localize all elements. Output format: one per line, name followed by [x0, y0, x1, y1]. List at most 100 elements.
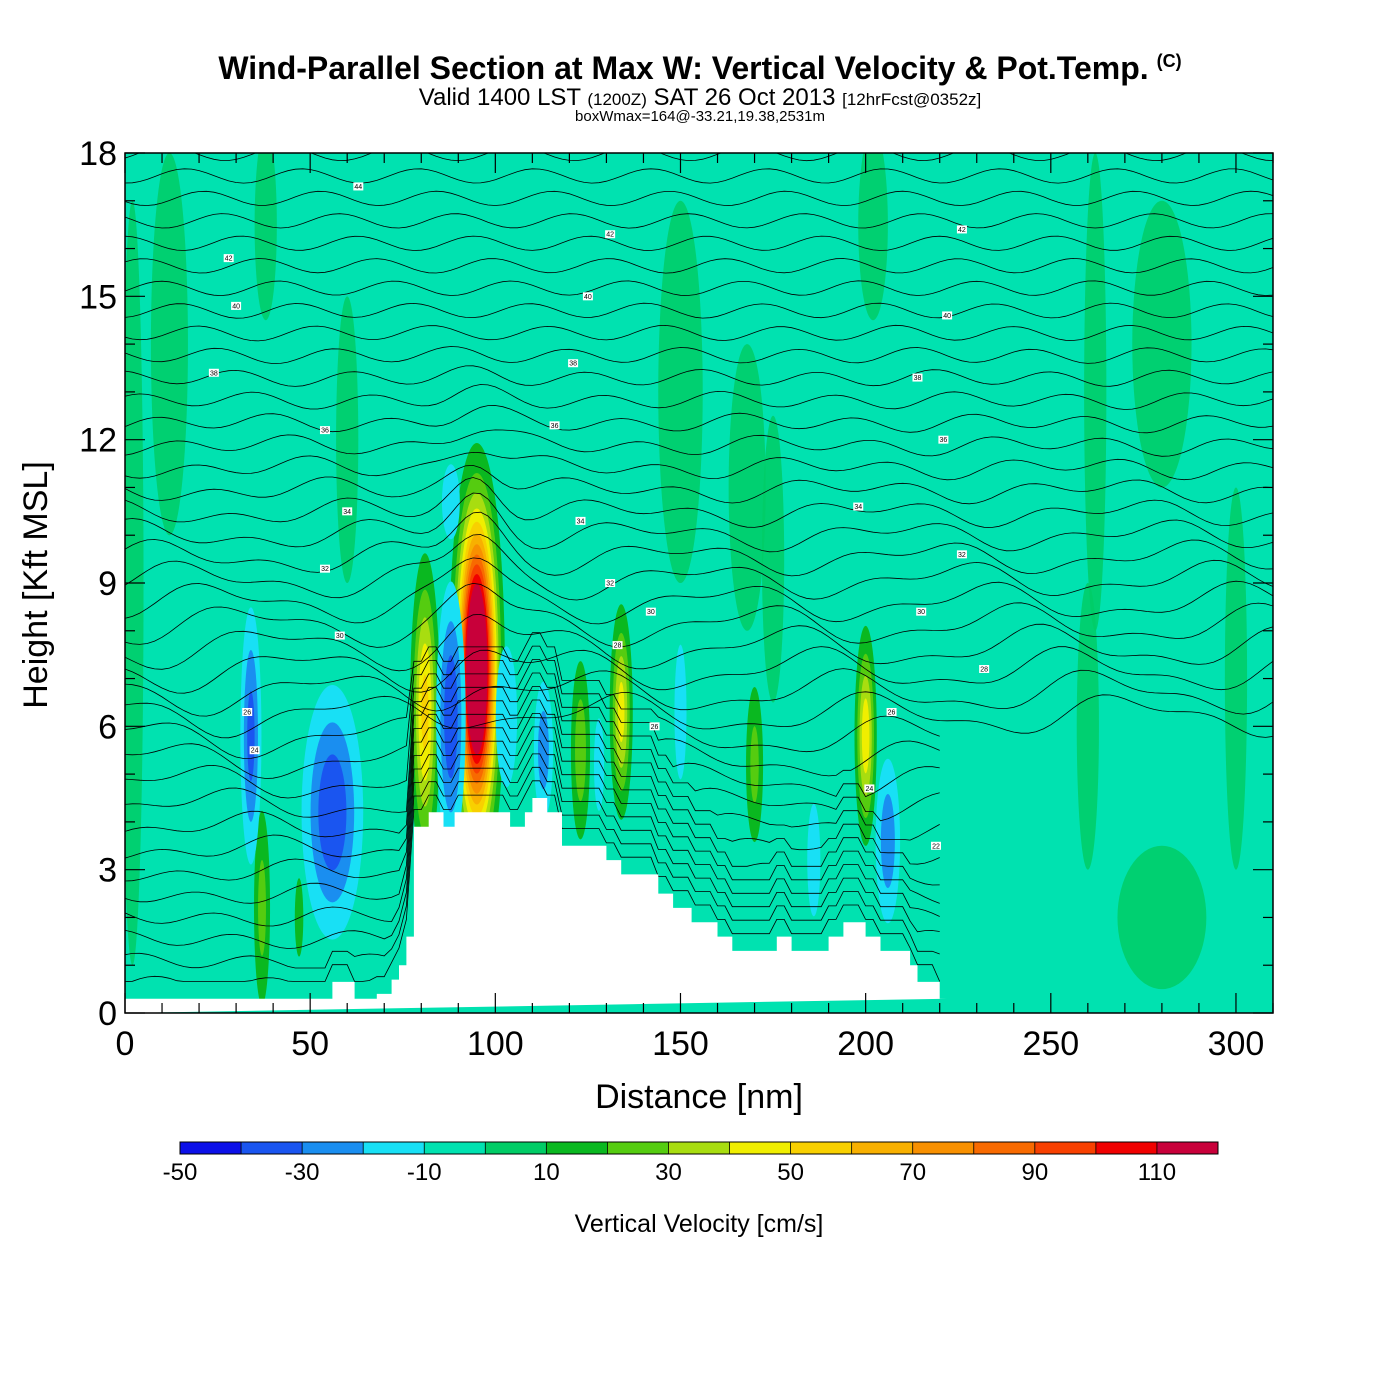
isentrope-label: 24 — [251, 748, 259, 755]
x-tick-label: 0 — [116, 1025, 135, 1063]
velocity-contour — [441, 464, 460, 540]
isentrope-line — [125, 153, 1273, 162]
isentrope-label-bg — [231, 301, 242, 310]
velocity-cell — [593, 718, 605, 811]
isentrope-line — [125, 753, 940, 949]
colorbar-swatch — [1034, 1142, 1097, 1154]
isentrope-line — [125, 691, 1273, 739]
isentrope-label-bg — [342, 507, 353, 516]
isentrope-line — [125, 613, 1273, 672]
x-tick-label: 250 — [1022, 1025, 1079, 1063]
colorbar-swatch — [851, 1142, 914, 1154]
isentrope-label: 34 — [343, 509, 351, 516]
isentrope-line — [125, 766, 940, 969]
isentrope-label-bg — [612, 641, 623, 650]
isentrope-label: 36 — [321, 428, 329, 435]
isentrope-label: 38 — [569, 361, 577, 368]
isentrope-label-bg — [568, 359, 579, 368]
colorbar-tick-label: -10 — [407, 1159, 442, 1186]
isentrope-line — [125, 168, 1273, 184]
isentrope-label: 40 — [943, 313, 951, 320]
velocity-contour — [807, 803, 821, 917]
isentrope-label: 40 — [232, 303, 240, 310]
velocity-contour — [247, 690, 255, 781]
isentrope-label-bg — [334, 631, 345, 640]
chart-subtitle: Valid 1400 LST (1200Z) SAT 26 Oct 2013 [… — [0, 84, 1400, 112]
y-tick-label: 12 — [79, 422, 117, 460]
velocity-cell — [875, 758, 901, 924]
colorbar-border — [179, 1141, 1219, 1155]
colorbar-swatch — [1095, 1142, 1158, 1154]
isentrope-label-bg — [916, 607, 927, 616]
isentrope-label-bg — [223, 254, 234, 263]
y-tick-label: 9 — [98, 565, 117, 603]
velocity-contour — [617, 681, 625, 743]
isentrope-label: 40 — [584, 294, 592, 301]
velocity-cell — [436, 581, 466, 853]
isentrope-line — [125, 235, 1273, 251]
chart-title-text: Wind-Parallel Section at Max W: Vertical… — [218, 50, 1149, 86]
isentrope-line — [125, 280, 1273, 297]
isentrope-line — [125, 780, 941, 982]
colorbar-tick-label: 70 — [899, 1159, 926, 1186]
isentrope-label: 32 — [606, 581, 614, 588]
isentrope-line — [125, 632, 940, 759]
light-green-band — [1117, 845, 1207, 990]
isentrope-line — [125, 686, 940, 841]
isentrope-line — [125, 492, 1273, 553]
x-tick-label: 150 — [652, 1025, 709, 1063]
isentrope-line — [125, 451, 1273, 481]
isentrope-label-bg — [319, 564, 330, 573]
velocity-cell — [570, 661, 591, 840]
isentrope-line — [125, 582, 1273, 648]
isentrope-line — [125, 646, 1273, 694]
colorbar-tick-label: 90 — [1021, 1159, 1048, 1186]
colorbar-swatch — [973, 1142, 1036, 1154]
isentrope-label-bg — [979, 665, 990, 673]
isentrope-line — [125, 464, 1273, 505]
colorbar-swatch — [1156, 1142, 1219, 1154]
light-green-band — [858, 153, 888, 321]
isentrope-label-bg — [912, 373, 923, 382]
valid-date: SAT 26 Oct 2013 — [653, 84, 836, 111]
isentrope-line — [125, 557, 1273, 625]
y-tick-label: 18 — [79, 135, 117, 173]
velocity-cell — [441, 464, 460, 540]
isentrope-label-bg — [242, 708, 253, 716]
isentrope-line — [125, 429, 1273, 457]
velocity-cell — [807, 803, 821, 917]
light-green-band — [1132, 200, 1192, 488]
velocity-cell — [240, 607, 262, 865]
valid-utc: (1200Z) — [587, 90, 647, 109]
isentrope-label-bg — [605, 579, 616, 587]
isentrope-label: 34 — [577, 518, 585, 525]
valid-prefix: Valid 1400 LST — [418, 84, 581, 111]
velocity-contour — [537, 711, 549, 790]
colorbar-swatch — [546, 1142, 608, 1154]
isentrope-label-bg — [956, 550, 967, 559]
velocity-contour — [474, 647, 480, 691]
isentrope-line — [125, 511, 1273, 577]
colorbar-swatch — [790, 1142, 853, 1154]
velocity-contour — [593, 718, 605, 811]
isentrope-line — [125, 365, 1273, 387]
isentrope-label: 32 — [958, 552, 966, 559]
isentrope-label-bg — [605, 230, 616, 239]
velocity-contour — [861, 698, 870, 774]
colorbar-swatch — [424, 1142, 486, 1154]
isentrope-line — [125, 672, 940, 822]
light-green-band — [728, 344, 766, 631]
isentrope-label: 22 — [932, 843, 940, 850]
terrain — [125, 798, 948, 1013]
terrain-fill — [125, 798, 948, 1013]
light-green-band — [658, 200, 703, 583]
velocity-cell — [674, 644, 687, 780]
isentrope-label: 44 — [354, 184, 362, 191]
isentrope-label: 28 — [980, 667, 988, 674]
isentrope-label-bg — [864, 784, 875, 793]
colorbar-swatch — [485, 1142, 547, 1154]
x-axis: 0 50 100 150 200 250 300 — [116, 153, 1274, 1063]
isentrope-label-bg — [353, 182, 364, 191]
colorbar-tick-label: 10 — [533, 1159, 560, 1186]
isentrope-line — [125, 190, 1273, 207]
